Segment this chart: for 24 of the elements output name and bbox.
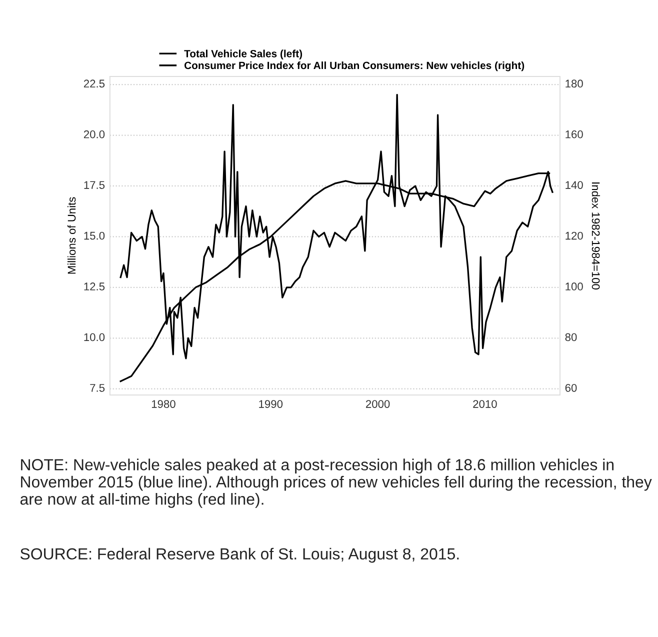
x-tick-label: 1980: [152, 400, 176, 408]
legend-label: Consumer Price Index for All Urban Consumers: New vehicles (right): [184, 61, 524, 72]
source-note: SOURCE: Federal Reserve Bank of St. Louis; August 8, 2015.: [20, 548, 459, 563]
y-tick-label: 17.5: [84, 181, 105, 189]
y2-tick-label: 180: [566, 80, 583, 88]
y2-tick-label: 140: [566, 181, 583, 189]
y-tick-label: 20.0: [84, 130, 105, 138]
y2-tick-label: 160: [566, 130, 583, 138]
text: NOTE: New-vehicle sales peaked at a post-recession high of 18.6 million vehicles in November 2015 (blue line). Although prices of new vehicles fell during the recession, they are now at all-time highs (red line).: [20, 458, 652, 508]
y2-axis-title: Index 1982-1984=100: [592, 182, 600, 290]
y-tick-label: 12.5: [84, 282, 105, 290]
y-tick-label: 22.5: [84, 80, 105, 88]
y-axis-title: Millions of Units: [67, 197, 76, 274]
x-tick-label: 2000: [366, 400, 390, 408]
y2-tick-label: 80: [565, 333, 577, 342]
y2-tick-label: 120: [566, 232, 583, 240]
y-tick-label: 10.0: [84, 333, 105, 342]
y-tick-label: 15.0: [84, 232, 105, 240]
x-tick-label: 2010: [473, 400, 497, 408]
x-tick-label: 1990: [259, 400, 283, 408]
y2-tick-label: 100: [566, 282, 583, 290]
legend-label: Total Vehicle Sales (left): [184, 50, 302, 60]
y2-tick-label: 60: [565, 384, 577, 392]
y-tick-label: 7.5: [90, 384, 105, 392]
